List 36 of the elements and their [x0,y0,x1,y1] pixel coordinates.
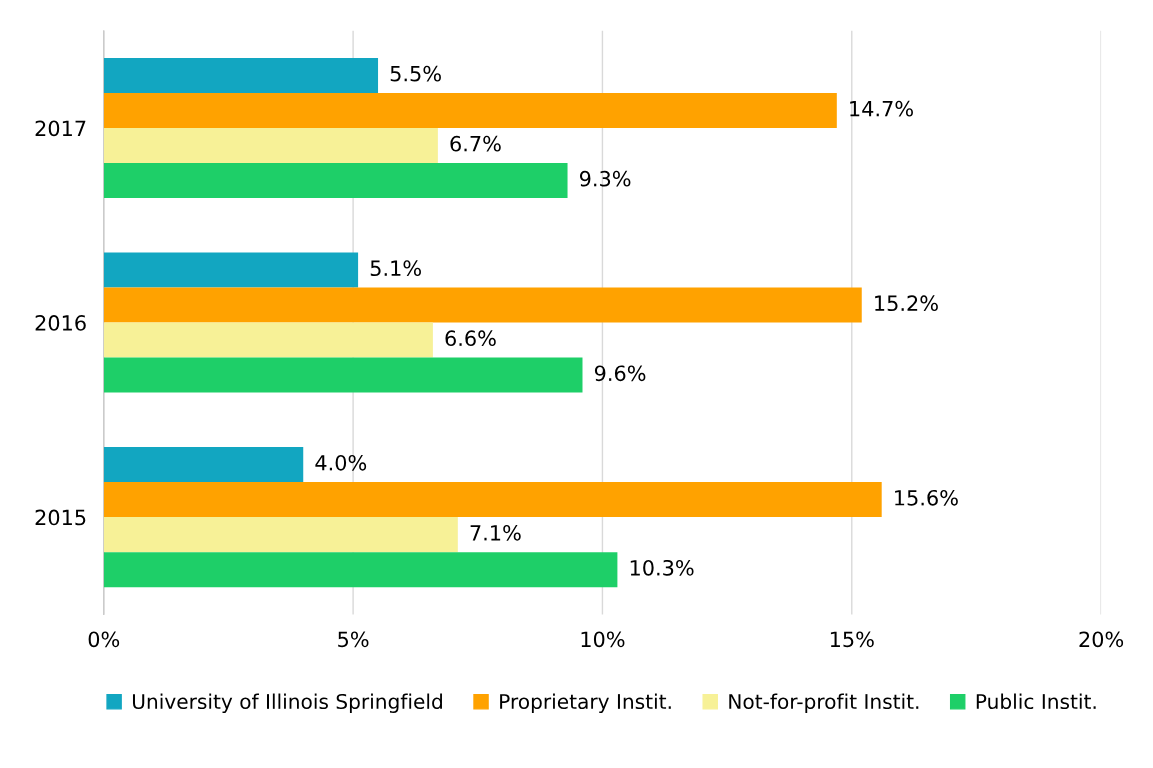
bar [103,447,304,483]
bar [103,517,458,553]
bar [103,163,568,199]
bar [103,482,882,518]
x-tick-label: 20% [1079,631,1124,648]
legend-label: Not-for-profit Instit. [729,693,919,714]
legend-label: Proprietary Instit. [500,693,671,714]
data-label: 15.6% [895,489,958,506]
bar [103,552,618,588]
x-tick-label: 15% [830,631,874,648]
bar [103,252,359,288]
bar [103,287,862,323]
data-label: 15.2% [875,295,938,312]
data-label: 10.3% [630,559,694,576]
legend-label: University of Illinois Springfield [132,693,442,714]
x-tick-label: 10% [581,631,625,648]
data-label: 9.3% [579,170,631,187]
bar [103,357,583,393]
data-label: 9.6% [594,365,646,382]
y-tick-label: 2016 [35,315,86,331]
data-label: 14.7% [850,100,913,117]
x-tick-label: 0% [88,631,120,648]
data-label: 4.0% [315,454,367,471]
data-label: 6.7% [450,135,501,152]
legend-label: Public Instit. [976,693,1096,710]
bar [103,128,438,164]
data-label: 5.1% [370,260,421,277]
data-label: 5.5% [390,65,441,82]
y-tick-label: 2015 [35,509,86,526]
bar [103,57,379,93]
bar [103,322,433,358]
data-label: 7.1% [470,524,521,541]
bar [103,92,837,128]
x-tick-label: 5% [338,631,369,648]
data-label: 6.6% [445,330,496,347]
y-tick-label: 2017 [35,120,86,137]
